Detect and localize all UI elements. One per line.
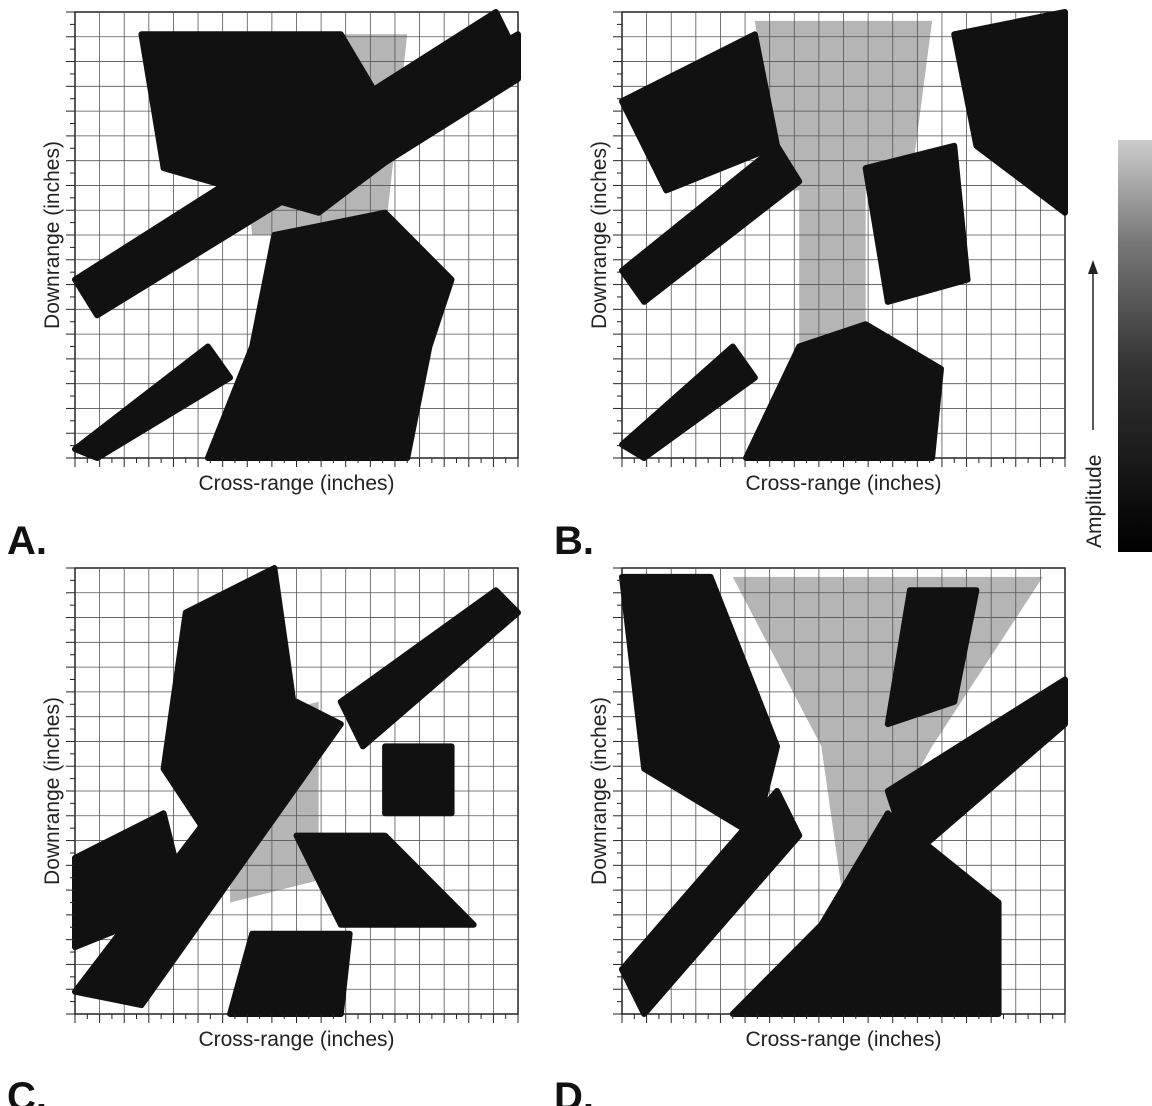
dark-region (951, 9, 1068, 216)
panel-label: B. (554, 519, 594, 563)
panel-label: D. (554, 1075, 594, 1106)
x-axis-label: Cross-range (inches) (745, 472, 941, 495)
dark-region (862, 142, 971, 305)
dark-region (72, 698, 344, 1009)
panel: Cross-range (inches) Downrange (inches) C. (7, 565, 521, 1106)
dark-region (619, 31, 781, 194)
dark-region (619, 573, 781, 839)
x-axis-label: Cross-range (inches) (745, 1028, 941, 1051)
dark-region (619, 142, 803, 305)
y-axis-label: Downrange (inches) (41, 697, 64, 885)
panel-label: C. (7, 1075, 47, 1106)
y-axis-label: Downrange (inches) (588, 697, 611, 885)
dark-region (315, 31, 521, 194)
dark-region (227, 930, 353, 1017)
x-axis-label: Cross-range (inches) (198, 1028, 394, 1051)
colorbar-arrow-head (1088, 260, 1098, 274)
colorbar-label: Amplitude (1083, 455, 1106, 548)
colorbar (1118, 140, 1152, 552)
dark-region (619, 788, 803, 1017)
panel: Cross-range (inches) Downrange (inches) D. (554, 567, 1068, 1106)
dark-region (619, 343, 758, 461)
dark-region (293, 832, 477, 928)
dark-region (204, 209, 455, 461)
dark-region (382, 743, 455, 817)
x-axis-label: Cross-range (inches) (198, 472, 394, 495)
y-axis-label: Downrange (inches) (588, 141, 611, 329)
dark-region (337, 587, 521, 750)
dark-region (884, 587, 980, 728)
panel-label: A. (7, 519, 47, 563)
panel: Cross-range (inches) Downrange (inches) A. (7, 9, 521, 563)
y-axis-label: Downrange (inches) (41, 141, 64, 329)
dark-region (72, 810, 189, 951)
panel: Cross-range (inches) Downrange (inches) B. (554, 9, 1068, 563)
dark-region (72, 343, 234, 461)
dark-region (743, 321, 944, 461)
